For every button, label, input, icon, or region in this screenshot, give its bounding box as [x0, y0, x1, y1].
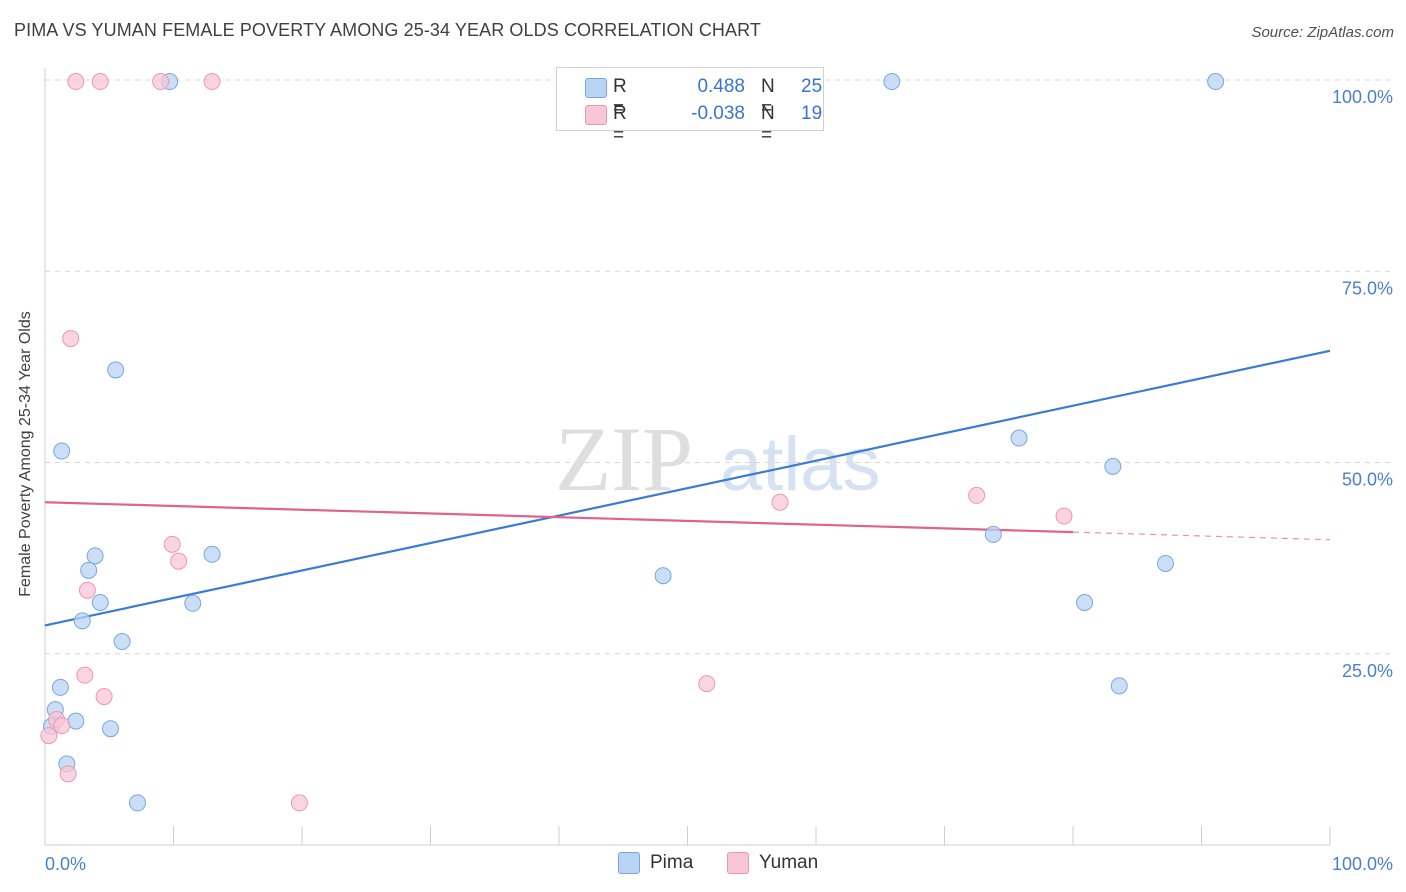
yuman-point: [62, 330, 80, 348]
pima-swatch: [585, 78, 607, 98]
yuman-point: [290, 794, 308, 812]
pima-point: [67, 712, 85, 730]
x-tick-label: 0.0%: [45, 854, 86, 874]
yuman-point: [170, 552, 188, 570]
yuman-point: [698, 675, 716, 693]
pima-point: [883, 73, 901, 91]
pima-point: [51, 678, 69, 696]
pima-point: [184, 594, 202, 612]
pima-point: [73, 612, 91, 630]
pima-r-label: R =: [613, 76, 627, 119]
axes: [44, 68, 1331, 846]
x-tick-label: 100.0%: [1332, 854, 1393, 874]
source-attribution: Source: ZipAtlas.com: [1251, 24, 1394, 41]
watermark-zip: ZIP: [555, 408, 693, 510]
yuman-point: [40, 727, 58, 745]
yuman-point: [91, 73, 109, 91]
yuman-point: [95, 688, 113, 706]
pima-legend-label: Pima: [650, 852, 694, 873]
pima-point: [1110, 677, 1128, 695]
pima-point: [86, 547, 104, 565]
pima-point: [91, 593, 109, 611]
data-points: [40, 73, 1225, 812]
pima-n-value: 25: [801, 76, 823, 97]
watermark: ZIP atlas: [555, 408, 881, 510]
pima-legend-swatch: [618, 852, 640, 874]
yuman-point: [67, 73, 85, 91]
pima-point: [984, 525, 1002, 543]
trend-lines: [44, 349, 1331, 627]
y-tick-label: 25.0%: [1342, 661, 1393, 681]
yuman-swatch: [585, 105, 607, 125]
y-tick-label: 100.0%: [1332, 87, 1393, 107]
pima-point: [1157, 554, 1175, 572]
yuman-n-value: 19: [801, 103, 823, 124]
y-tick-label: 50.0%: [1342, 470, 1393, 490]
yuman-point: [78, 581, 96, 599]
yuman-point: [771, 493, 789, 511]
pima-r-value: 0.488: [697, 76, 745, 97]
pima-point: [203, 545, 221, 563]
pima-trend-line: [44, 349, 1331, 627]
pima-point: [102, 720, 120, 738]
yuman-r-value: -0.038: [691, 103, 745, 124]
tick-labels: 25.0% 50.0% 75.0% 100.0% 0.0% 100.0%: [45, 87, 1393, 874]
y-axis-label: Female Poverty Among 25-34 Year Olds: [17, 311, 34, 597]
pima-point: [107, 361, 125, 379]
pima-point: [1076, 593, 1094, 611]
yuman-point: [76, 666, 94, 684]
pima-point: [129, 794, 147, 812]
y-tick-label: 75.0%: [1342, 278, 1393, 298]
pima-point: [1104, 457, 1122, 475]
chart-title: PIMA VS YUMAN FEMALE POVERTY AMONG 25-34…: [14, 20, 762, 40]
pima-point: [53, 442, 71, 460]
grid-lines: [45, 79, 1392, 655]
yuman-r-label: R =: [613, 103, 627, 146]
yuman-point: [203, 73, 221, 91]
yuman-legend-swatch: [727, 852, 749, 874]
pima-point: [654, 567, 672, 585]
yuman-point: [163, 535, 181, 553]
yuman-trend-extension: [1072, 531, 1331, 541]
yuman-n-label: N =: [761, 103, 775, 146]
pima-point: [1207, 73, 1225, 91]
correlation-legend: R = 0.488 N = 25 R = -0.038 N = 19: [556, 67, 824, 146]
pima-point: [80, 561, 98, 579]
pima-n-label: N =: [761, 76, 775, 119]
yuman-point: [1055, 507, 1073, 525]
yuman-legend-label: Yuman: [759, 852, 819, 873]
yuman-point: [152, 73, 170, 91]
pima-point: [113, 633, 131, 651]
yuman-point: [968, 486, 986, 504]
yuman-trend-line: [44, 501, 1074, 534]
yuman-point: [53, 717, 71, 735]
yuman-point: [59, 765, 77, 783]
pima-point: [1010, 429, 1028, 447]
